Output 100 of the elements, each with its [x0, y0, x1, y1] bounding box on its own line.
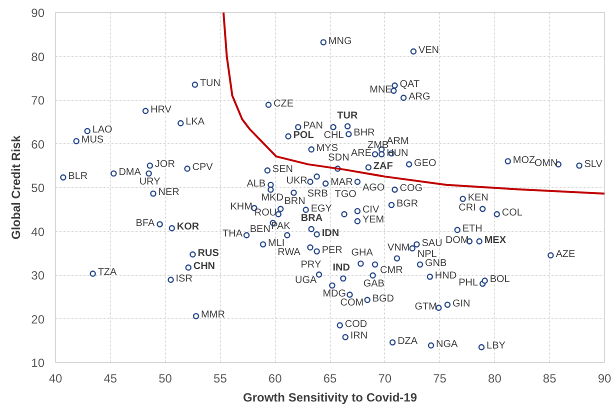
x-tick-label: 75: [433, 372, 447, 386]
data-label: LKA: [186, 116, 205, 128]
data-label: HND: [434, 270, 457, 282]
data-label: BLR: [68, 170, 88, 182]
data-label: AZE: [556, 248, 576, 260]
data-label: KHM: [230, 202, 252, 213]
data-label: PHL: [458, 277, 479, 288]
data-label: ETH: [462, 223, 482, 234]
data-label: COM: [340, 298, 364, 309]
data-label: YEM: [362, 214, 384, 226]
data-label: COL: [502, 208, 523, 219]
data-label: SRB: [307, 188, 328, 200]
y-tick-label: 70: [31, 94, 45, 108]
data-label: BGR: [396, 198, 418, 210]
x-tick-label: 85: [542, 372, 557, 386]
data-label: KOR: [176, 222, 200, 233]
data-label: AGO: [362, 182, 385, 194]
point: [308, 226, 314, 232]
data-label: DMA: [118, 167, 142, 178]
data-label: BFA: [136, 218, 156, 229]
data-label: BRN: [284, 196, 306, 207]
y-tick-label: 10: [31, 356, 45, 370]
data-label: COD: [344, 318, 368, 330]
y-tick-label: 40: [31, 224, 45, 239]
data-label: IDN: [322, 228, 340, 239]
data-label: ROU: [254, 208, 277, 219]
data-label: SEN: [272, 164, 293, 175]
data-label: MDG: [322, 288, 346, 300]
data-label: TZA: [98, 267, 118, 278]
y-tick-label: 20: [31, 312, 45, 326]
data-label: ARG: [408, 91, 430, 102]
point: [185, 264, 192, 271]
x-tick-label: 80: [488, 372, 502, 386]
data-label: EGY: [310, 203, 332, 214]
data-label: LBY: [486, 340, 506, 352]
data-label: ARM: [386, 136, 409, 147]
data-label: ALB: [246, 178, 266, 190]
data-label: MKD: [261, 192, 284, 204]
point: [340, 275, 346, 282]
data-label: BOL: [490, 274, 510, 286]
data-label: MNE: [370, 84, 392, 96]
data-label: URY: [139, 176, 161, 188]
point: [168, 225, 176, 232]
data-label: JOR: [154, 159, 175, 170]
data-label: POL: [293, 130, 314, 141]
data-label: SLV: [584, 159, 603, 170]
data-label: GIN: [452, 298, 470, 310]
data-label: ISR: [176, 273, 192, 284]
x-tick-label: 60: [268, 372, 282, 386]
data-label: PRY: [300, 259, 322, 270]
data-label: UGA: [295, 275, 318, 286]
x-tick-label: 55: [214, 372, 228, 386]
data-label: GAB: [363, 278, 385, 290]
data-label: CHN: [193, 261, 216, 272]
data-label: CPV: [192, 162, 214, 174]
point: [314, 231, 320, 238]
data-label: IRN: [350, 330, 368, 342]
data-label: PAK: [271, 220, 291, 232]
data-label: RWA: [278, 247, 301, 258]
data-label: NGA: [436, 338, 458, 350]
y-tick-label: 60: [31, 137, 45, 152]
data-label: BEN: [250, 224, 270, 235]
data-label: CZE: [274, 98, 294, 110]
data-label: MLI: [268, 238, 285, 249]
data-label: VNM: [387, 242, 410, 254]
data-label: MOZ: [512, 154, 536, 166]
data-label: CRI: [458, 202, 476, 214]
data-label: MEX: [484, 234, 506, 246]
data-label: TUR: [337, 110, 358, 122]
data-label: GHA: [351, 248, 374, 259]
point: [476, 238, 482, 244]
point: [285, 133, 292, 140]
data-label: BRA: [300, 213, 323, 224]
data-label: CMR: [380, 265, 403, 276]
y-tick-label: 80: [31, 50, 45, 64]
data-label: MYS: [316, 142, 338, 154]
x-tick-label: 45: [104, 372, 118, 386]
point: [190, 251, 196, 258]
y-axis-title: Global Credit Risk: [9, 135, 24, 240]
data-label: UKR: [286, 175, 308, 186]
data-label: NPL: [417, 248, 438, 260]
y-tick-label: 90: [31, 6, 45, 20]
y-tick-label: 30: [31, 268, 45, 282]
data-label: NER: [158, 187, 180, 198]
data-label: GNB: [425, 258, 448, 269]
data-label: QAT: [400, 79, 420, 90]
data-label: COG: [400, 183, 423, 194]
data-label: TUN: [200, 78, 221, 90]
point: [344, 123, 351, 130]
x-tick-label: 50: [158, 372, 172, 386]
data-label: LAO: [92, 124, 113, 136]
data-label: DZA: [398, 336, 418, 347]
data-label: BGD: [372, 293, 394, 304]
data-label: ZAF: [373, 160, 393, 172]
point: [365, 164, 372, 171]
data-label: SDN: [328, 152, 350, 164]
x-axis-title: Growth Sensitivity to Covid-19: [242, 390, 418, 404]
data-label: MUS: [81, 134, 104, 146]
data-label: RUS: [198, 248, 220, 259]
data-label: GTM: [414, 301, 437, 312]
